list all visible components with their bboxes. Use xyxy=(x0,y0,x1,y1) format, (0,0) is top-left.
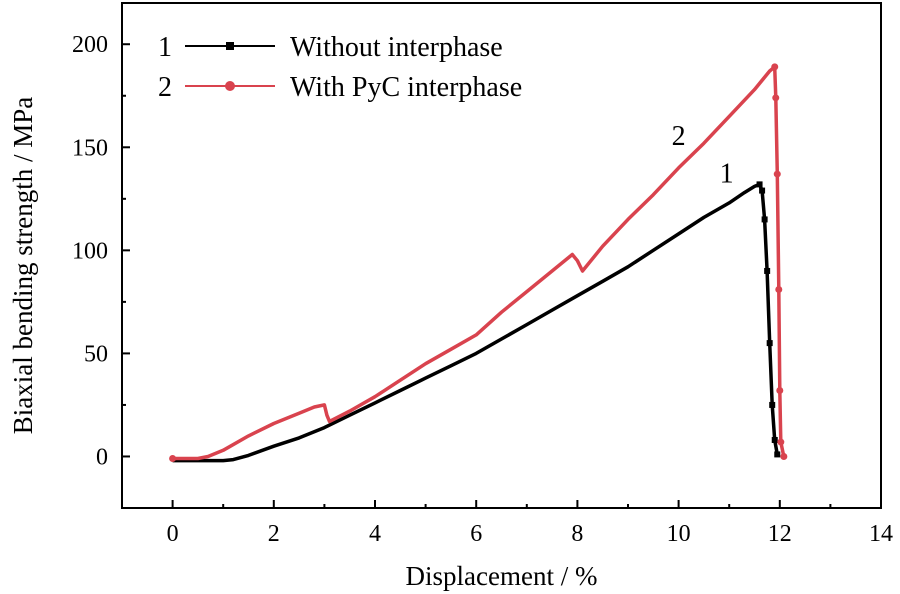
curve-label-2: 2 xyxy=(672,121,686,152)
data-point xyxy=(769,401,776,408)
x-tick-label: 4 xyxy=(369,521,381,547)
data-point xyxy=(169,455,177,463)
y-tick-label: 0 xyxy=(96,444,108,470)
legend-index: 1 xyxy=(158,32,172,63)
curve-labels: 12 xyxy=(672,121,734,189)
plot-frame xyxy=(121,2,882,509)
x-tick-label: 10 xyxy=(667,521,691,547)
data-point xyxy=(764,267,771,274)
data-point xyxy=(771,63,779,71)
x-tick-label: 0 xyxy=(167,521,179,547)
legend-marker xyxy=(226,42,234,50)
series-layer xyxy=(169,63,788,463)
x-tick-label: 14 xyxy=(869,521,893,547)
data-point xyxy=(756,181,763,188)
y-tick-label: 150 xyxy=(72,135,108,161)
y-tick-label: 50 xyxy=(84,341,108,367)
x-tick-label: 12 xyxy=(768,521,792,547)
curve-label-1: 1 xyxy=(720,158,734,189)
data-point xyxy=(761,216,768,223)
data-point xyxy=(771,436,778,443)
data-point xyxy=(772,94,780,102)
series-2 xyxy=(169,63,788,463)
data-point xyxy=(774,451,781,458)
legend-label: With PyC interphase xyxy=(290,72,522,103)
series-line xyxy=(172,182,780,463)
legend-label: Without interphase xyxy=(290,32,503,63)
x-axis: 0 2 4 6 8 10 12 14 xyxy=(121,500,893,547)
x-tick-label: 8 xyxy=(571,521,583,547)
plot-area xyxy=(121,2,882,509)
x-axis-title: Displacement / % xyxy=(406,561,598,591)
x-tick-label: 6 xyxy=(470,521,482,547)
legend-index: 2 xyxy=(158,72,172,103)
data-point xyxy=(777,438,785,446)
data-point xyxy=(759,187,766,194)
data-point xyxy=(776,387,784,395)
data-point xyxy=(773,170,781,178)
y-axis-title: Biaxial bending strength / MPa xyxy=(8,97,38,434)
data-point xyxy=(775,286,783,294)
y-axis: 0 50 100 150 200 xyxy=(72,32,130,509)
series-1 xyxy=(172,181,781,463)
legend: 1 Without interphase 2 With PyC interphase xyxy=(158,32,522,103)
data-point xyxy=(780,452,788,460)
y-tick-label: 100 xyxy=(72,238,108,264)
y-tick-label: 200 xyxy=(72,32,108,58)
series-line xyxy=(172,65,786,461)
legend-marker xyxy=(225,81,235,91)
x-tick-label: 2 xyxy=(268,521,280,547)
data-point xyxy=(766,340,773,347)
